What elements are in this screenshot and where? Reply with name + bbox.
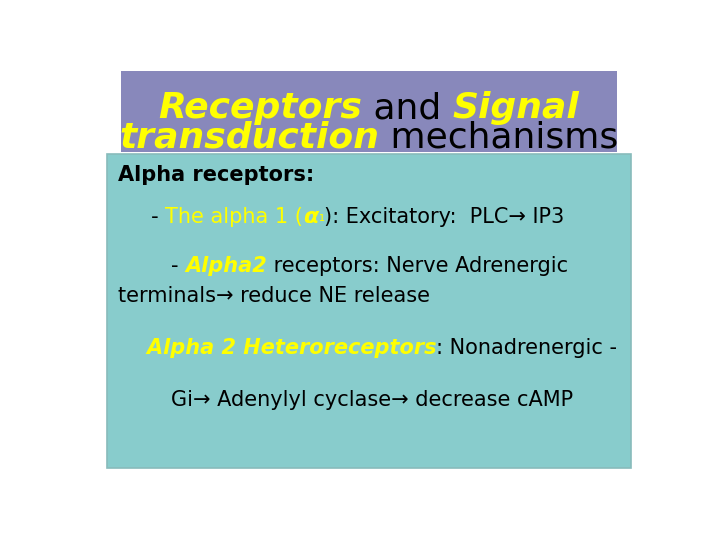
- Text: ₁: ₁: [318, 209, 325, 224]
- Text: Alpha receptors:: Alpha receptors:: [118, 165, 314, 185]
- Text: Alpha 2 Heteroreceptors: Alpha 2 Heteroreceptors: [118, 338, 436, 357]
- Text: Signal: Signal: [453, 91, 580, 125]
- Text: ): Excitatory:  PLC→ IP3: ): Excitatory: PLC→ IP3: [325, 207, 564, 227]
- Text: and: and: [362, 91, 453, 125]
- FancyBboxPatch shape: [107, 154, 631, 468]
- Text: : Nonadrenergic -: : Nonadrenergic -: [436, 338, 618, 357]
- Text: Receptors: Receptors: [158, 91, 362, 125]
- Text: receptors: Nerve Adrenergic: receptors: Nerve Adrenergic: [267, 256, 568, 276]
- FancyBboxPatch shape: [121, 71, 617, 152]
- Text: -: -: [118, 256, 185, 276]
- Text: mechanisms: mechanisms: [379, 120, 618, 154]
- Text: -: -: [118, 207, 165, 227]
- Text: transduction: transduction: [120, 120, 379, 154]
- Text: Gi→ Adenylyl cyclase→ decrease cAMP: Gi→ Adenylyl cyclase→ decrease cAMP: [118, 389, 573, 409]
- Text: α: α: [303, 207, 318, 227]
- Text: Alpha2: Alpha2: [185, 256, 267, 276]
- Text: The alpha 1 (: The alpha 1 (: [165, 207, 303, 227]
- Text: terminals→ reduce NE release: terminals→ reduce NE release: [118, 286, 430, 306]
